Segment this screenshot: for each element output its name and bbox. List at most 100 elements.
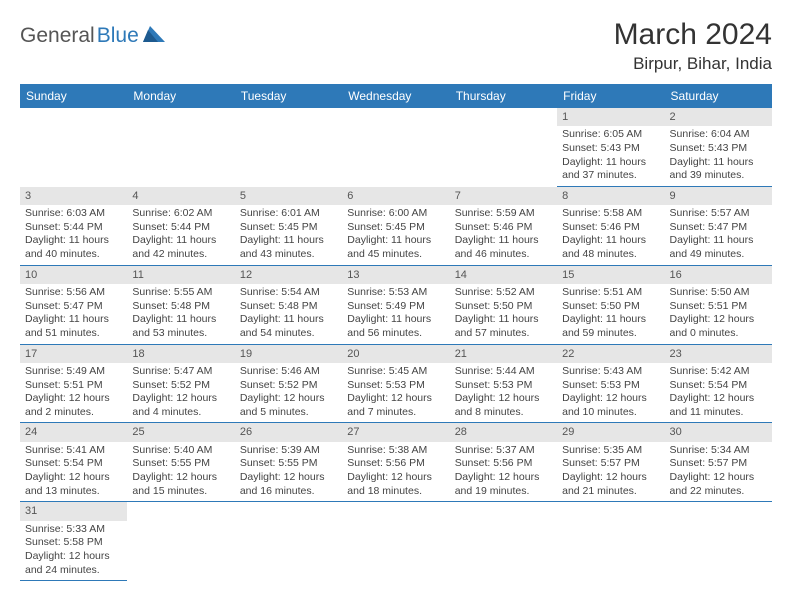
day-line: Daylight: 11 hours bbox=[455, 313, 552, 327]
day-line: Sunset: 5:48 PM bbox=[132, 300, 229, 314]
calendar-cell: 15 Sunrise: 5:51 AMSunset: 5:50 PMDayligh… bbox=[557, 266, 664, 345]
day-line: Daylight: 12 hours bbox=[562, 471, 659, 485]
day-line: Daylight: 12 hours bbox=[455, 392, 552, 406]
day-number: 30 bbox=[665, 423, 772, 441]
day-number: 18 bbox=[127, 345, 234, 363]
day-line: Sunset: 5:44 PM bbox=[132, 221, 229, 235]
day-line: Sunset: 5:48 PM bbox=[240, 300, 337, 314]
day-details: Sunrise: 5:46 AMSunset: 5:52 PMDaylight:… bbox=[235, 363, 342, 423]
calendar-cell: 3Sunrise: 6:03 AMSunset: 5:44 PMDaylight… bbox=[20, 187, 127, 266]
day-line: Daylight: 11 hours bbox=[25, 234, 122, 248]
day-line: and 48 minutes. bbox=[562, 248, 659, 262]
day-number: 2 bbox=[665, 108, 772, 126]
day-line: Sunset: 5:52 PM bbox=[132, 379, 229, 393]
day-number: 23 bbox=[665, 345, 772, 363]
calendar-cell: 27Sunrise: 5:38 AMSunset: 5:56 PMDayligh… bbox=[342, 423, 449, 502]
day-details: Sunrise: 5:50 AMSunset: 5:51 PMDaylight:… bbox=[665, 284, 772, 344]
calendar-row: 17Sunrise: 5:49 AMSunset: 5:51 PMDayligh… bbox=[20, 345, 772, 424]
day-line: and 22 minutes. bbox=[670, 485, 767, 499]
day-line: and 51 minutes. bbox=[25, 327, 122, 341]
day-number: 14 bbox=[450, 266, 557, 284]
day-line: Sunset: 5:49 PM bbox=[347, 300, 444, 314]
day-line: Daylight: 11 hours bbox=[347, 313, 444, 327]
calendar-cell: 8Sunrise: 5:58 AMSunset: 5:46 PMDaylight… bbox=[557, 187, 664, 266]
day-number: 15 bbox=[557, 266, 664, 284]
day-line: and 46 minutes. bbox=[455, 248, 552, 262]
location: Birpur, Bihar, India bbox=[614, 54, 772, 74]
day-details: Sunrise: 5:57 AMSunset: 5:47 PMDaylight:… bbox=[665, 205, 772, 265]
calendar-cell: 14Sunrise: 5:52 AMSunset: 5:50 PMDayligh… bbox=[450, 266, 557, 345]
day-number: 4 bbox=[127, 187, 234, 205]
day-line: and 11 minutes. bbox=[670, 406, 767, 420]
logo-text-blue: Blue bbox=[97, 24, 139, 48]
day-details: Sunrise: 5:44 AMSunset: 5:53 PMDaylight:… bbox=[450, 363, 557, 423]
calendar-cell: 5Sunrise: 6:01 AMSunset: 5:45 PMDaylight… bbox=[235, 187, 342, 266]
day-line: Sunrise: 5:38 AM bbox=[347, 444, 444, 458]
calendar-cell bbox=[235, 502, 342, 581]
day-line: Sunrise: 5:44 AM bbox=[455, 365, 552, 379]
day-line: and 59 minutes. bbox=[562, 327, 659, 341]
weekday-header: Saturday bbox=[665, 84, 772, 108]
weekday-header: Sunday bbox=[20, 84, 127, 108]
day-number: 27 bbox=[342, 423, 449, 441]
calendar-cell: 30Sunrise: 5:34 AMSunset: 5:57 PMDayligh… bbox=[665, 423, 772, 502]
day-details: Sunrise: 5:47 AMSunset: 5:52 PMDaylight:… bbox=[127, 363, 234, 423]
day-line: Sunset: 5:51 PM bbox=[25, 379, 122, 393]
day-line: Sunrise: 5:51 AM bbox=[562, 286, 659, 300]
calendar-cell: 10Sunrise: 5:56 AMSunset: 5:47 PMDayligh… bbox=[20, 266, 127, 345]
day-details: Sunrise: 5:43 AMSunset: 5:53 PMDaylight:… bbox=[557, 363, 664, 423]
calendar-cell bbox=[127, 108, 234, 187]
day-number: 21 bbox=[450, 345, 557, 363]
day-line: and 16 minutes. bbox=[240, 485, 337, 499]
calendar-cell: 16Sunrise: 5:50 AMSunset: 5:51 PMDayligh… bbox=[665, 266, 772, 345]
day-line: and 42 minutes. bbox=[132, 248, 229, 262]
day-line: Sunrise: 5:35 AM bbox=[562, 444, 659, 458]
day-line: Sunrise: 5:41 AM bbox=[25, 444, 122, 458]
day-line: Sunset: 5:57 PM bbox=[562, 457, 659, 471]
day-details: Sunrise: 5:52 AMSunset: 5:50 PMDaylight:… bbox=[450, 284, 557, 344]
day-line: and 53 minutes. bbox=[132, 327, 229, 341]
calendar-row: 31Sunrise: 5:33 AMSunset: 5:58 PMDayligh… bbox=[20, 502, 772, 581]
day-line: Sunrise: 5:56 AM bbox=[25, 286, 122, 300]
day-line: and 13 minutes. bbox=[25, 485, 122, 499]
day-line: Sunrise: 5:43 AM bbox=[562, 365, 659, 379]
header: General Blue March 2024 Birpur, Bihar, I… bbox=[20, 18, 772, 74]
day-number: 29 bbox=[557, 423, 664, 441]
day-line: Sunset: 5:56 PM bbox=[455, 457, 552, 471]
title-block: March 2024 Birpur, Bihar, India bbox=[614, 18, 772, 74]
day-line: Sunset: 5:50 PM bbox=[562, 300, 659, 314]
day-details: Sunrise: 6:04 AMSunset: 5:43 PMDaylight:… bbox=[665, 126, 772, 186]
calendar-cell: 4Sunrise: 6:02 AMSunset: 5:44 PMDaylight… bbox=[127, 187, 234, 266]
day-number: 6 bbox=[342, 187, 449, 205]
day-line: Sunrise: 5:42 AM bbox=[670, 365, 767, 379]
day-line: Sunset: 5:46 PM bbox=[455, 221, 552, 235]
calendar-cell: 7Sunrise: 5:59 AMSunset: 5:46 PMDaylight… bbox=[450, 187, 557, 266]
day-details: Sunrise: 5:54 AMSunset: 5:48 PMDaylight:… bbox=[235, 284, 342, 344]
day-number: 22 bbox=[557, 345, 664, 363]
day-line: Daylight: 12 hours bbox=[25, 550, 122, 564]
day-line: and 57 minutes. bbox=[455, 327, 552, 341]
day-line: and 2 minutes. bbox=[25, 406, 122, 420]
day-line: and 7 minutes. bbox=[347, 406, 444, 420]
weekday-header: Wednesday bbox=[342, 84, 449, 108]
day-line: Sunrise: 5:39 AM bbox=[240, 444, 337, 458]
day-line: Daylight: 12 hours bbox=[240, 471, 337, 485]
day-line: Sunset: 5:46 PM bbox=[562, 221, 659, 235]
logo: General Blue bbox=[20, 18, 165, 48]
day-line: Sunrise: 5:46 AM bbox=[240, 365, 337, 379]
day-line: Sunset: 5:51 PM bbox=[670, 300, 767, 314]
day-line: Sunrise: 5:57 AM bbox=[670, 207, 767, 221]
day-line: and 18 minutes. bbox=[347, 485, 444, 499]
calendar-cell bbox=[127, 502, 234, 581]
day-line: Daylight: 12 hours bbox=[25, 392, 122, 406]
calendar-cell bbox=[557, 502, 664, 581]
day-number: 31 bbox=[20, 502, 127, 520]
calendar-cell: 31Sunrise: 5:33 AMSunset: 5:58 PMDayligh… bbox=[20, 502, 127, 581]
day-line: Sunrise: 5:55 AM bbox=[132, 286, 229, 300]
day-line: and 24 minutes. bbox=[25, 564, 122, 578]
calendar-cell bbox=[450, 108, 557, 187]
day-number: 8 bbox=[557, 187, 664, 205]
day-line: Sunset: 5:55 PM bbox=[240, 457, 337, 471]
calendar-cell: 1Sunrise: 6:05 AMSunset: 5:43 PMDaylight… bbox=[557, 108, 664, 187]
day-line: Daylight: 11 hours bbox=[562, 313, 659, 327]
